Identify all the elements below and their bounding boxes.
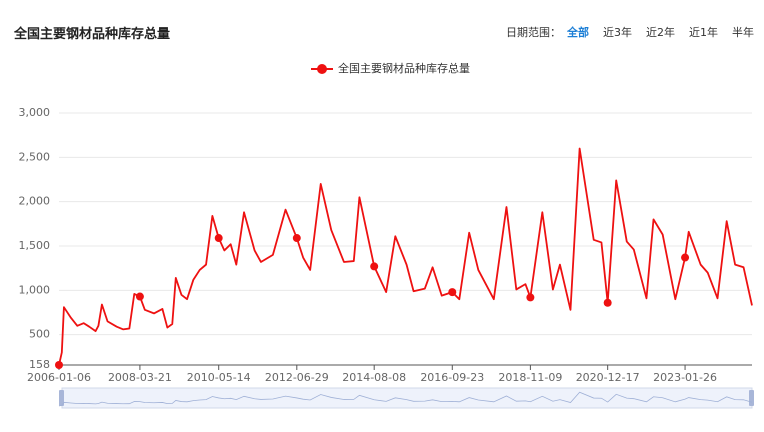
y-tick-label: 3,000 <box>19 106 51 119</box>
y-tick-label: 500 <box>29 328 50 341</box>
data-point <box>448 288 457 297</box>
x-tick-label: 2023-01-26 <box>653 371 717 384</box>
data-point <box>214 234 223 243</box>
x-tick-label: 2010-05-14 <box>187 371 251 384</box>
date-range: 日期范围： 全部 近3年 近2年 近1年 半年 <box>506 24 754 40</box>
x-tick-label: 2018-11-09 <box>498 371 562 384</box>
data-point <box>603 298 612 307</box>
x-tick-label: 2006-01-06 <box>27 371 91 384</box>
y-tick-label: 1,500 <box>19 239 51 252</box>
x-tick-label: 2016-09-23 <box>420 371 484 384</box>
x-tick-label: 2014-08-08 <box>342 371 406 384</box>
chart-title: 全国主要钢材品种库存总量 <box>14 27 171 42</box>
legend-marker <box>317 64 327 74</box>
x-tick-label: 2012-06-29 <box>265 371 329 384</box>
y-tick-label: 2,000 <box>19 195 51 208</box>
data-point <box>292 234 301 243</box>
range-option[interactable]: 近3年 <box>603 26 632 39</box>
data-point <box>526 293 535 302</box>
legend-label: 全国主要钢材品种库存总量 <box>338 61 470 75</box>
zoom-handle[interactable] <box>749 390 754 406</box>
range-label: 日期范围： <box>506 26 561 39</box>
x-tick-label: 2008-03-21 <box>108 371 172 384</box>
range-option[interactable]: 近1年 <box>689 26 718 39</box>
zoom-handle[interactable] <box>59 390 64 406</box>
series-line <box>58 147 753 366</box>
range-option[interactable]: 全部 <box>567 26 589 39</box>
zoom-slider[interactable] <box>61 387 753 409</box>
data-point <box>681 253 690 262</box>
y-tick-label: 1,000 <box>19 283 51 296</box>
data-point <box>370 262 379 271</box>
range-option[interactable]: 近2年 <box>646 26 675 39</box>
data-point <box>55 361 63 369</box>
y-tick-label: 158 <box>29 358 50 371</box>
data-point <box>135 292 144 301</box>
zoom-preview <box>58 391 753 407</box>
x-tick-label: 2020-12-17 <box>576 371 640 384</box>
range-option[interactable]: 半年 <box>732 26 754 39</box>
y-tick-label: 2,500 <box>19 150 51 163</box>
